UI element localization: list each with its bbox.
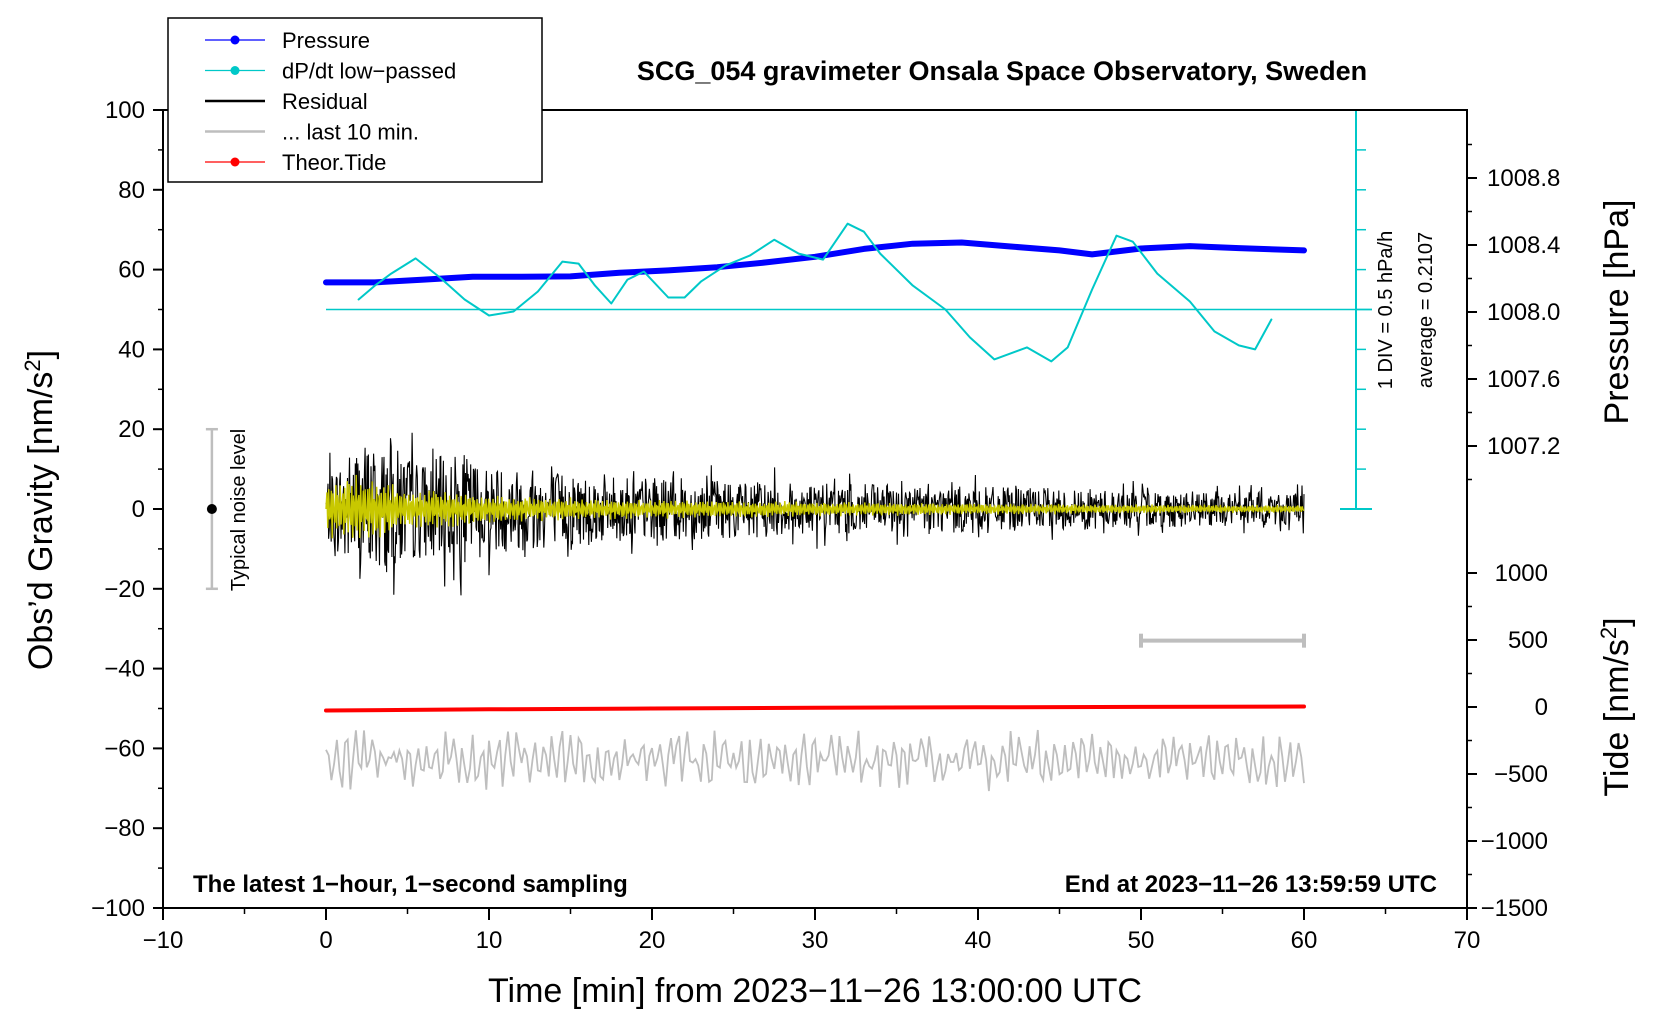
legend-label: dP/dt low−passed xyxy=(282,59,456,84)
footer-left-text: The latest 1−hour, 1−second sampling xyxy=(193,871,628,898)
tide-tick-label: 0 xyxy=(1535,694,1548,721)
noise-center-dot xyxy=(206,504,217,514)
dpdt-average-label: average = 0.2107 xyxy=(1415,232,1437,388)
x-axis: −10 0 10 20 30 40 50 60 70 xyxy=(143,908,1481,954)
pressure-tick-label: 1007.6 xyxy=(1487,366,1560,393)
last10-series-line xyxy=(325,729,1305,792)
x-tick-label: 0 xyxy=(319,927,332,954)
dpdt-scale-label: 1 DIV = 0.5 hPa/h xyxy=(1375,231,1397,389)
pressure-tick-label: 1007.2 xyxy=(1487,433,1560,460)
x-tick-label: 70 xyxy=(1454,927,1481,954)
x-tick-label: 60 xyxy=(1291,927,1318,954)
pressure-axis: 1007.2 1007.6 1008.0 1008.4 1008.8 xyxy=(1467,143,1560,481)
y-tick-label: 40 xyxy=(118,336,145,363)
y-tick-label: 100 xyxy=(105,97,145,124)
x-tick-label: 30 xyxy=(802,927,829,954)
tide-tick-label: −500 xyxy=(1494,761,1548,788)
plot-area xyxy=(205,109,1372,792)
x-tick-label: 20 xyxy=(639,927,666,954)
x-tick-label: 40 xyxy=(965,927,992,954)
dpdt-series-line xyxy=(357,222,1273,363)
tide-series-line xyxy=(324,704,1306,713)
tide-tick-label: −1500 xyxy=(1481,895,1548,922)
pressure-tick-label: 1008.4 xyxy=(1487,232,1560,259)
tide-axis: −1500 −1000 −500 0 500 1000 xyxy=(1467,560,1548,922)
legend-label: Residual xyxy=(282,89,368,114)
tide-tick-label: 1000 xyxy=(1495,560,1548,587)
x-tick-label: −10 xyxy=(143,927,184,954)
tide-tick-label: 500 xyxy=(1508,627,1548,654)
legend-label: Pressure xyxy=(282,28,370,53)
x-tick-label: 50 xyxy=(1128,927,1155,954)
legend-label: ... last 10 min. xyxy=(282,120,419,145)
y-tick-label: 20 xyxy=(118,416,145,443)
y-tick-label: −40 xyxy=(104,656,145,683)
y-axis-label: Obs’d Gravity [nm/s2] xyxy=(20,350,60,670)
residual-smoothed-series-line xyxy=(325,474,1305,539)
pressure-axis-label: Pressure [hPa] xyxy=(1598,200,1636,425)
y-tick-label: 80 xyxy=(118,177,145,204)
y-tick-label: −20 xyxy=(104,576,145,603)
y-tick-label: 60 xyxy=(118,257,145,284)
y-tick-label: −60 xyxy=(104,735,145,762)
x-tick-label: 10 xyxy=(476,927,503,954)
noise-level-label: Typical noise level xyxy=(228,429,250,591)
legend-label: Theor.Tide xyxy=(282,150,386,175)
chart-title: SCG_054 gravimeter Onsala Space Observat… xyxy=(637,56,1367,86)
y-tick-label: −80 xyxy=(104,815,145,842)
y-axis: −100 −80 −60 −40 −20 0 20 40 60 80 100 xyxy=(91,97,163,922)
pressure-tick-label: 1008.8 xyxy=(1487,165,1560,192)
pressure-tick-label: 1008.0 xyxy=(1487,299,1560,326)
legend-marker xyxy=(230,66,240,75)
tide-tick-label: −1000 xyxy=(1481,828,1548,855)
footer-right-text: End at 2023−11−26 13:59:59 UTC xyxy=(1065,871,1437,898)
legend-marker xyxy=(230,35,240,45)
tide-axis-label: Tide [nm/s2] xyxy=(1596,617,1636,796)
legend-marker xyxy=(230,157,240,167)
y-tick-label: 0 xyxy=(132,496,145,523)
legend: Pressure dP/dt low−passed Residual ... last… xyxy=(167,17,543,183)
x-axis-label: Time [min] from 2023−11−26 13:00:00 UTC xyxy=(488,972,1142,1010)
y-tick-label: −100 xyxy=(91,895,145,922)
